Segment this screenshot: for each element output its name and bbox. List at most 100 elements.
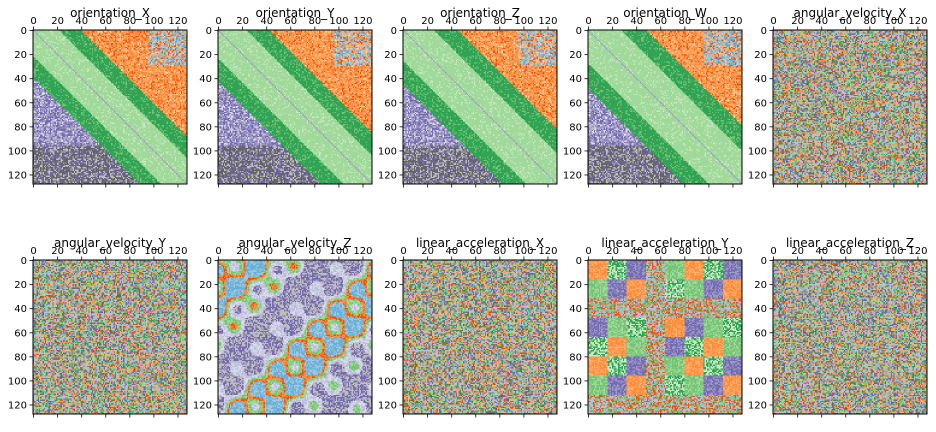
y-tick-label: 20 [199,280,212,291]
heatmap-panel: 00 20 20 40 40 60 60 80 80 100 100 120 120 orientatio… [563,6,743,188]
y-tick-label: 20 [14,50,27,61]
x-tick-label: 40 [445,246,458,257]
y-tick-label: 0 [576,256,582,267]
panel-frame [32,259,188,415]
y-tick-label: 60 [199,98,212,109]
y-tick-label: 20 [199,50,212,61]
panel-frame [772,259,928,415]
heatmap-panel: 002020404060608080100100120120linear_acc… [378,236,558,418]
x-tick-label: 0 [215,246,221,257]
y-tick-label: 20 [14,280,27,291]
y-tick-label: 120 [193,400,212,411]
y-tick-label: 100 [8,376,27,387]
x-tick-label: 80 [123,246,136,257]
y-tick-label: 120 [193,170,212,181]
x-tick-label: 20 [791,16,804,27]
x-tick-label: 60 [99,246,112,257]
panel-title: linear_acceleration_Z [786,236,914,250]
y-tick-label: 40 [569,74,582,85]
heatmap-matrix [218,30,372,184]
x-tick-label: 40 [260,246,273,257]
x-tick-label: 100 [699,246,718,257]
x-tick-label: 20 [791,246,804,257]
x-tick-label: 80 [123,16,136,27]
y-tick-label: 20 [384,280,397,291]
y-tick-label: 0 [206,26,212,37]
heatmap-panel: 002020404060608080100100120120angular_ve… [8,236,188,418]
x-tick-label: 0 [400,246,406,257]
x-tick-label: 20 [236,246,249,257]
y-tick-label: 40 [384,74,397,85]
x-tick-label: 120 [723,16,742,27]
y-tick-label: 120 [8,170,27,181]
y-tick-label: 80 [569,352,582,363]
x-tick-label: 100 [144,246,163,257]
y-tick-label: 60 [14,98,27,109]
x-tick-label: 120 [353,246,372,257]
y-tick-label: 100 [8,146,27,157]
x-tick-label: 40 [445,16,458,27]
panel-title: orientation_W [623,6,707,20]
x-tick-label: 120 [168,246,187,257]
y-tick-label: 40 [14,304,27,315]
panel-frame [772,29,928,185]
heatmap-panel: 002020404060608080100100120120linear_acc… [748,236,928,418]
panel-title: orientation_X [70,6,150,20]
y-tick-label: 80 [199,352,212,363]
x-tick-label: 40 [630,246,643,257]
x-tick-label: 40 [260,16,273,27]
y-tick-label: 40 [384,304,397,315]
x-tick-label: 80 [678,246,691,257]
y-tick-label: 0 [21,26,27,37]
x-tick-label: 100 [329,246,348,257]
x-tick-label: 60 [99,16,112,27]
x-tick-label: 40 [815,16,828,27]
y-tick-label: 100 [193,146,212,157]
x-tick-label: 120 [908,16,927,27]
heatmap-matrix [33,30,187,184]
y-tick-label: 80 [754,122,767,133]
x-tick-label: 40 [75,16,88,27]
heatmap-matrix [403,260,557,414]
panel-frame [587,259,743,415]
x-tick-label: 0 [585,246,591,257]
y-tick-label: 60 [384,98,397,109]
x-tick-label: 80 [308,246,321,257]
x-tick-label: 60 [284,16,297,27]
heatmap-matrix [773,30,927,184]
x-tick-label: 60 [469,16,482,27]
y-tick-label: 20 [569,280,582,291]
x-tick-label: 80 [308,16,321,27]
x-tick-label: 100 [699,16,718,27]
x-tick-label: 100 [884,16,903,27]
y-tick-label: 80 [14,352,27,363]
x-tick-label: 100 [514,16,533,27]
y-tick-label: 100 [378,146,397,157]
panel-title: angular_velocity_Z [239,236,352,250]
x-tick-label: 40 [815,246,828,257]
x-tick-label: 100 [884,246,903,257]
x-tick-label: 20 [51,16,64,27]
x-tick-label: 120 [723,246,742,257]
heatmap-panel: 002020404060608080100100120120angular_ve… [748,6,928,188]
x-tick-label: 60 [654,16,667,27]
heatmap-matrix [403,30,557,184]
x-tick-label: 40 [630,16,643,27]
y-tick-label: 40 [14,74,27,85]
x-tick-label: 0 [30,246,36,257]
x-tick-label: 0 [585,16,591,27]
y-tick-label: 40 [754,74,767,85]
x-tick-label: 20 [51,246,64,257]
y-tick-label: 60 [754,98,767,109]
y-tick-label: 40 [754,304,767,315]
y-tick-label: 120 [8,400,27,411]
x-tick-label: 20 [421,16,434,27]
x-tick-label: 20 [236,16,249,27]
y-tick-label: 20 [384,50,397,61]
y-tick-label: 120 [378,170,397,181]
y-tick-label: 80 [384,122,397,133]
y-tick-label: 20 [569,50,582,61]
y-tick-label: 100 [748,146,767,157]
x-tick-label: 100 [329,16,348,27]
panel-title: orientation_Y [256,6,336,20]
